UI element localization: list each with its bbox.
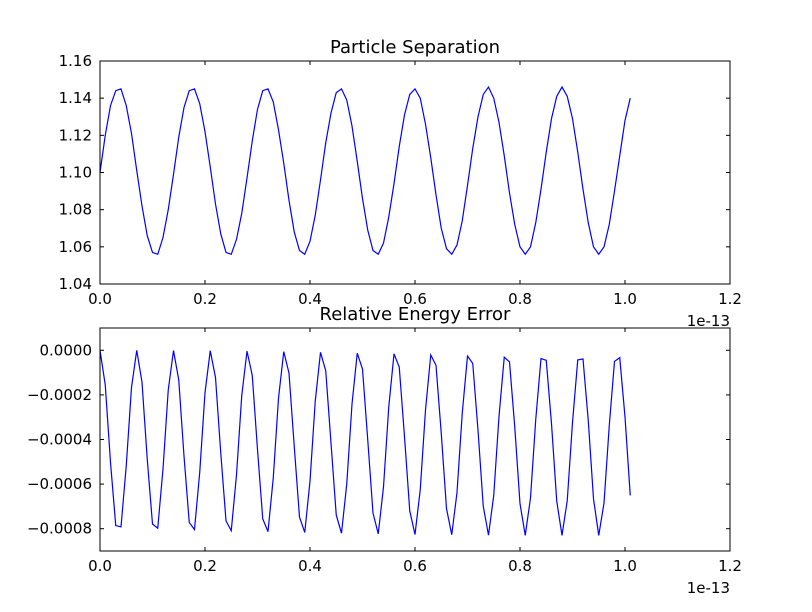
plot-area [100,61,730,284]
y-tick-label: −0.0006 [27,475,92,493]
y-tick-label: 1.12 [59,126,92,144]
x-tick-label: 0.0 [88,290,112,308]
x-tick-label: 0.2 [193,290,217,308]
y-tick-label: 1.14 [59,89,92,107]
x-tick-label: 0.6 [403,290,427,308]
y-tick-label: 1.08 [59,201,92,219]
y-tick-label: −0.0002 [27,386,92,404]
x-offset-label: 1e-13 [687,312,730,330]
chart-title: Particle Separation [330,37,500,58]
y-tick-label: 1.06 [59,238,92,256]
y-tick-label: 1.04 [59,275,92,293]
x-tick-label: 1.0 [613,557,637,575]
x-tick-label: 1.2 [718,290,742,308]
x-offset-label: 1e-13 [687,579,730,597]
x-tick-label: 0.2 [193,557,217,575]
x-tick-label: 1.2 [718,557,742,575]
data-line [99,85,631,256]
data-line [99,350,631,536]
x-tick-label: 1.0 [613,290,637,308]
y-tick-label: 1.10 [59,164,92,182]
y-tick-label: 1.16 [59,52,92,70]
x-tick-label: 0.4 [298,290,322,308]
y-tick-label: 0.0000 [40,341,93,359]
x-tick-label: 0.8 [508,290,532,308]
x-tick-label: 0.0 [88,557,112,575]
plot-area [100,328,730,551]
x-tick-label: 0.4 [298,557,322,575]
y-tick-label: −0.0004 [27,431,92,449]
x-tick-label: 0.8 [508,557,532,575]
chart-title: Relative Energy Error [320,304,512,325]
y-tick-label: −0.0008 [27,520,92,538]
x-tick-label: 0.6 [403,557,427,575]
